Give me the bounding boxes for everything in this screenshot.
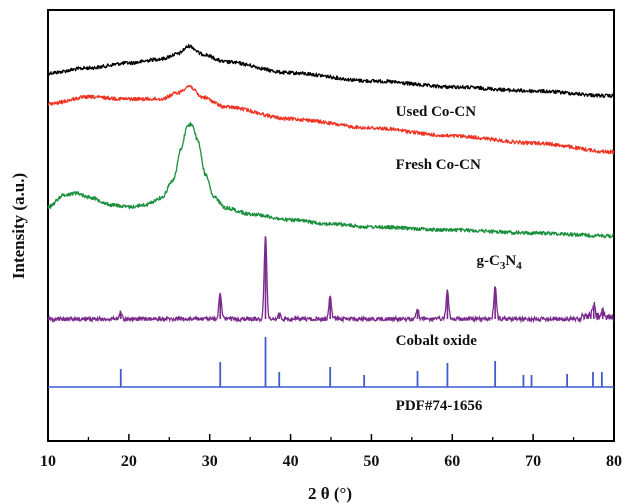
series-g-c3n4 bbox=[47, 122, 615, 239]
subscript: 3 bbox=[500, 260, 506, 272]
x-tick-label: 50 bbox=[363, 453, 379, 470]
curve-label: Used Co-CN bbox=[396, 104, 477, 120]
x-tick-label: 40 bbox=[283, 453, 299, 470]
curve-label: g-C3N4 bbox=[477, 253, 523, 272]
x-tick-label: 70 bbox=[525, 453, 541, 470]
x-tick-label: 80 bbox=[606, 453, 622, 470]
series-line bbox=[47, 43, 615, 99]
x-tick-label: 30 bbox=[202, 453, 218, 470]
series-pdf-74-1656 bbox=[48, 337, 614, 388]
series-cobalt-oxide bbox=[47, 236, 615, 324]
x-axis-label: 2 θ (°) bbox=[308, 484, 352, 503]
series-used-co-cn bbox=[47, 43, 615, 99]
x-tick-label: 20 bbox=[121, 453, 137, 470]
label-text: N bbox=[505, 253, 516, 269]
curve-label: Cobalt oxide bbox=[396, 333, 478, 349]
subscript: 4 bbox=[516, 260, 522, 272]
series-line bbox=[47, 84, 615, 155]
y-axis-label: Intensity (a.u.) bbox=[9, 173, 28, 279]
series-line bbox=[47, 122, 615, 239]
curve-label: PDF#74-1656 bbox=[396, 398, 483, 414]
curve-label: Fresh Co-CN bbox=[396, 157, 481, 173]
x-tick-label: 60 bbox=[444, 453, 460, 470]
x-tick-label: 10 bbox=[40, 453, 56, 470]
series-fresh-co-cn bbox=[47, 84, 615, 155]
